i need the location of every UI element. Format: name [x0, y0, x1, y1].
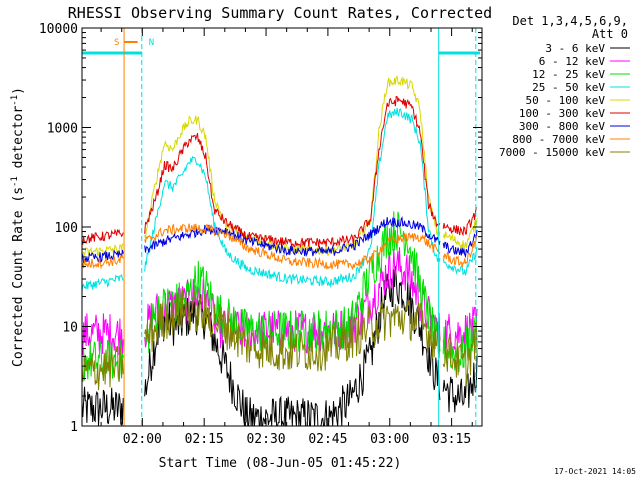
attenuator-label-1: S: [114, 38, 119, 48]
y-tick-label-4: 1000: [47, 122, 78, 137]
chart-title: RHESSI Observing Summary Count Rates, Co…: [68, 4, 492, 22]
y-axis-label-prefix: Corrected Count Rate (s: [11, 187, 26, 367]
y-tick-label-3: 100: [55, 221, 78, 236]
y-axis-label-suffix: detector: [11, 106, 26, 177]
x-tick-label-5: 03:00: [370, 432, 409, 447]
legend-label-2: 6 - 12 keV: [539, 55, 606, 68]
series-line-4: [81, 107, 478, 291]
y-axis-label-sup2: -1: [10, 95, 20, 106]
x-axis-label: Start Time (08-Jun-05 01:45:22): [159, 456, 402, 471]
legend-label-1: 3 - 6 keV: [545, 42, 605, 55]
series-line-9: [81, 289, 478, 391]
series-line-8: [81, 223, 478, 270]
y-axis-label: Corrected Count Rate (s-1 detector-1): [10, 87, 26, 367]
x-tick-label-1: 02:00: [123, 432, 162, 447]
x-tick-label-2: 02:15: [185, 432, 224, 447]
legend-label-5: 50 - 100 keV: [526, 94, 606, 107]
footer-date: 17-Oct-2021 14:05: [554, 467, 636, 476]
attenuator-label-2: N: [149, 38, 154, 48]
legend-label-4: 25 - 50 keV: [532, 81, 605, 94]
y-tick-label-1: 1: [70, 420, 78, 435]
x-tick-label-3: 02:30: [246, 432, 285, 447]
plot-area: [81, 75, 478, 427]
x-tick-label-4: 02:45: [308, 432, 347, 447]
series-line-7: [81, 216, 478, 264]
x-axis: 02:00 02:15 02:30 02:45 03:00 03:15: [100, 28, 473, 447]
series-line-6: [81, 95, 478, 249]
legend-label-9: 7000 - 15000 keV: [499, 146, 605, 159]
legend-label-6: 100 - 300 keV: [519, 107, 605, 120]
legend-header-line-1: Det 1,3,4,5,6,9,: [512, 14, 628, 28]
y-tick-label-2: 10: [62, 321, 78, 336]
y-axis: 1 10 100 1000 10000: [39, 22, 482, 435]
y-axis-label-end: ): [11, 87, 26, 95]
legend-label-3: 12 - 25 keV: [532, 68, 605, 81]
legend-label-8: 800 - 7000 keV: [512, 133, 605, 146]
y-axis-label-sup: -1: [10, 176, 20, 187]
legend-label-7: 300 - 800 keV: [519, 120, 605, 133]
y-tick-label-5: 10000: [39, 22, 78, 37]
x-tick-label-6: 03:15: [432, 432, 471, 447]
series-layer: [81, 75, 478, 427]
legend-header-line-2: Att 0: [592, 27, 628, 41]
